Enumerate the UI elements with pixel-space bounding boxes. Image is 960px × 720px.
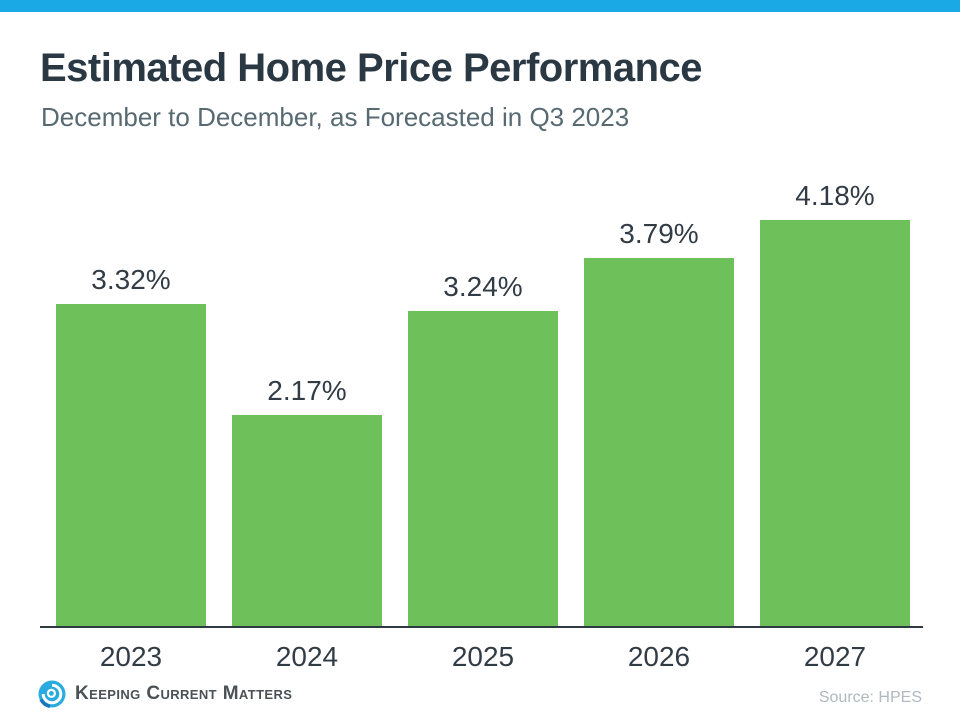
bar-2026: [584, 258, 734, 626]
top-accent-bar: [0, 0, 960, 12]
bar-column-2025: 3.24%: [408, 272, 558, 626]
bar-2027: [760, 220, 910, 626]
bar-column-2026: 3.79%: [584, 219, 734, 626]
page-title: Estimated Home Price Performance: [40, 46, 703, 90]
kcm-logo-text: Keeping Current Matters: [75, 683, 293, 704]
bar-column-2023: 3.32%: [56, 265, 206, 626]
bar-2025: [408, 311, 558, 626]
page-subtitle: December to December, as Forecasted in Q…: [41, 102, 630, 132]
bar-column-2027: 4.18%: [760, 181, 910, 626]
source-label: Source: HPES: [818, 689, 922, 706]
x-label-2023: 2023: [99, 641, 163, 672]
kcm-swirl-icon: [38, 680, 66, 708]
x-label-2024: 2024: [275, 641, 339, 672]
bar-value-label-2027: 4.18%: [795, 180, 875, 211]
x-label-2025: 2025: [451, 641, 515, 672]
x-axis-labels: 2023 2024 2025 2026 2027: [40, 628, 923, 673]
kcm-logo: Keeping Current Matters: [38, 680, 292, 708]
bar-value-label-2023: 3.32%: [91, 264, 171, 295]
x-label-2027: 2027: [803, 641, 867, 672]
footer: Keeping Current Matters Source: HPES: [38, 680, 922, 708]
bar-chart-plot-area: 3.32% 2.17% 3.24% 3.79% 4.18%: [40, 150, 923, 628]
bar-value-label-2026: 3.79%: [619, 218, 699, 249]
bar-2024: [232, 415, 382, 626]
x-label-2026: 2026: [627, 641, 691, 672]
bar-value-label-2025: 3.24%: [443, 271, 523, 302]
bar-value-label-2024: 2.17%: [267, 375, 347, 406]
bar-column-2024: 2.17%: [232, 376, 382, 626]
bar-2023: [56, 304, 206, 626]
